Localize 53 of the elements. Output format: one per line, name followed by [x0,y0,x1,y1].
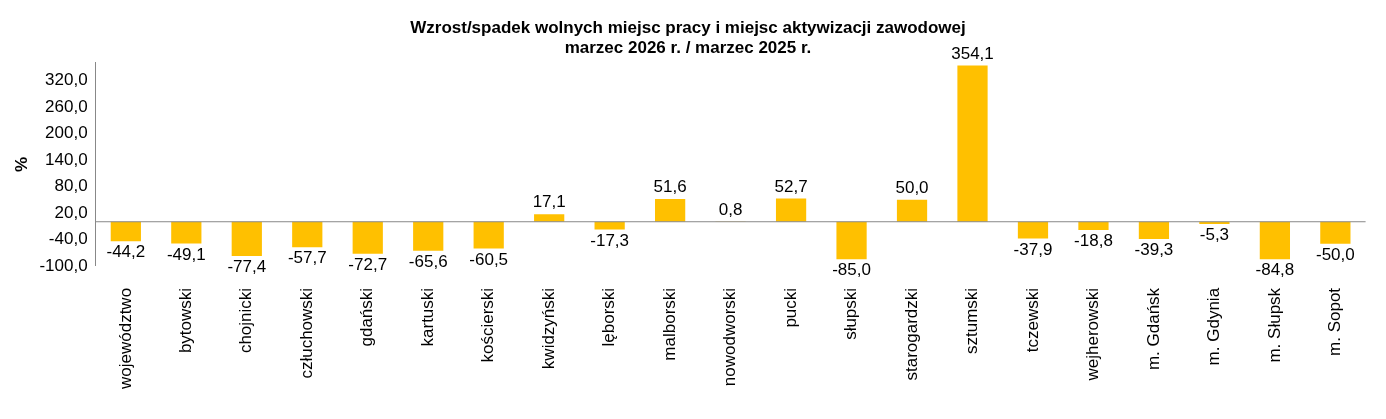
y-tick-label: -100,0 [39,255,88,275]
data-label: -65,6 [408,251,448,271]
x-tick-label: wejherowski [1083,287,1103,382]
y-tick-label: 200,0 [45,123,88,143]
x-tick-label: kartuski [417,287,437,347]
data-label: -39,3 [1134,240,1174,260]
data-label: 52,7 [774,176,808,196]
x-tick-label: województwo [115,287,135,391]
data-label: -85,0 [832,260,871,280]
data-label: -72,7 [348,255,388,275]
data-label: -49,1 [166,244,206,264]
x-tick-label: sztumski [962,287,982,355]
data-label: 354,1 [951,43,994,63]
data-label: 51,6 [653,177,687,197]
x-tick-label: chojnicki [236,287,256,354]
y-tick-label: 260,0 [45,96,88,116]
data-label: -44,2 [106,242,146,262]
x-tick-label: słupski [841,287,861,340]
data-label: -50,0 [1315,245,1355,265]
y-tick-label: 20,0 [54,202,88,222]
x-tick-label: tczewski [1022,287,1042,353]
x-tick-label: kwidzyński [538,287,558,370]
x-tick-label: m. Gdańsk [1143,287,1163,371]
data-label: -57,7 [287,248,327,268]
data-label: -84,8 [1255,260,1295,280]
x-tick-label: m. Gdynia [1204,287,1224,366]
x-tick-label: m. Słupsk [1264,287,1284,363]
x-tick-label: człuchowski [296,287,316,379]
x-tick-label: malborski [659,287,679,361]
data-label: -60,5 [469,249,509,269]
y-tick-label: 80,0 [54,176,88,196]
text: Wzrost/spadek wolnych miejsc pracy i miejsc aktywizacji zawodowej [410,17,966,37]
data-label: -5,3 [1199,225,1230,245]
data-label: -37,9 [1013,239,1053,259]
x-tick-label: kościerski [478,287,498,363]
x-tick-label: pucki [780,287,800,328]
y-tick-label: 140,0 [45,149,88,169]
x-tick-label: bytowski [176,287,195,354]
data-label: -17,3 [590,230,630,250]
x-tick-label: nowodworski [720,287,740,387]
text: marzec 2026 r. / marzec 2025 r. [564,38,812,58]
x-tick-label: m. Sopot [1325,287,1345,356]
x-tick-label: lęborski [599,287,619,347]
x-tick-label: starogardzki [901,287,921,381]
y-tick-label: -40,0 [48,229,88,249]
data-label: 50,0 [895,177,929,197]
data-label: -18,8 [1074,231,1113,251]
data-label: 0,8 [718,199,743,219]
data-label: -77,4 [227,257,267,277]
data-label: 17,1 [532,192,566,212]
y-tick-label: 320,0 [45,70,88,90]
x-tick-label: gdański [357,287,377,347]
y-axis-title: % [11,156,31,172]
